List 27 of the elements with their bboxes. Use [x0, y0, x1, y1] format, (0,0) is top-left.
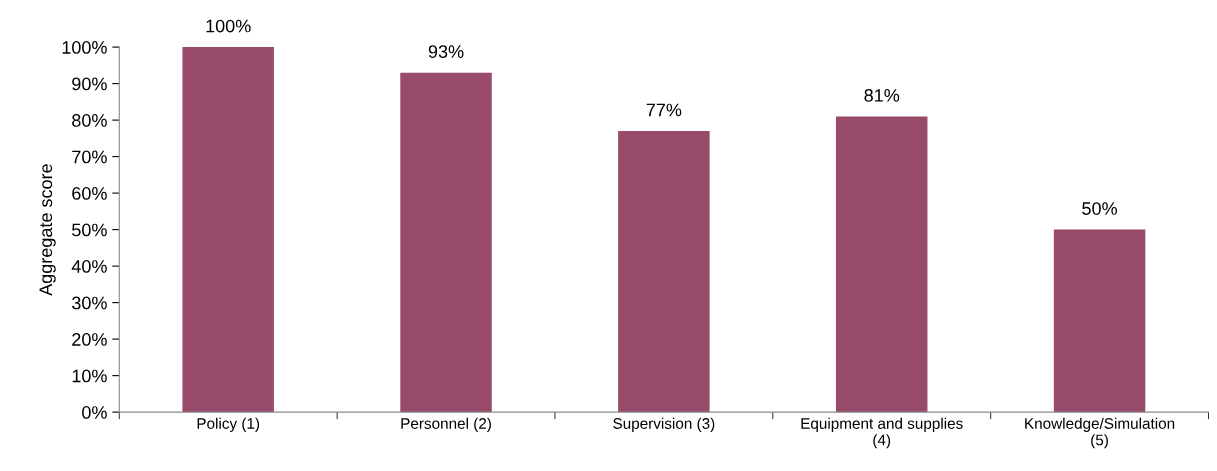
y-tick-label: 50% [72, 223, 107, 237]
x-tick-label: Supervision (3) [613, 417, 715, 432]
y-tick-label: 20% [72, 333, 107, 346]
x-tick-label: Knowledge/Simulation (5) [1025, 417, 1175, 449]
x-tick-label: Equipment and supplies (4) [801, 417, 963, 449]
y-tick-label: 30% [72, 296, 107, 310]
data-label: 93% [428, 45, 464, 58]
y-axis-title: Aggregate score [39, 164, 56, 296]
y-tick-label: 0% [82, 406, 107, 419]
bar [182, 47, 274, 413]
y-tick-label: 60% [72, 187, 107, 200]
y-tick-label: 10% [72, 369, 107, 383]
data-label: 100% [206, 19, 251, 33]
y-tick-label: 100% [62, 41, 107, 54]
data-label: 81% [864, 88, 900, 102]
y-tick-label: 70% [72, 150, 107, 164]
bar [400, 72, 492, 413]
y-tick-label: 80% [72, 114, 107, 127]
y-tick-label: 40% [71, 260, 107, 273]
x-tick-label: Policy (1) [197, 417, 260, 432]
data-label: 50% [1082, 202, 1117, 215]
bar [835, 116, 928, 413]
x-tick-label: Personnel (2) [401, 417, 491, 432]
bar [618, 131, 710, 413]
y-tick-label: 90% [72, 77, 107, 91]
data-label: 77% [646, 103, 682, 117]
bar [1053, 229, 1146, 413]
